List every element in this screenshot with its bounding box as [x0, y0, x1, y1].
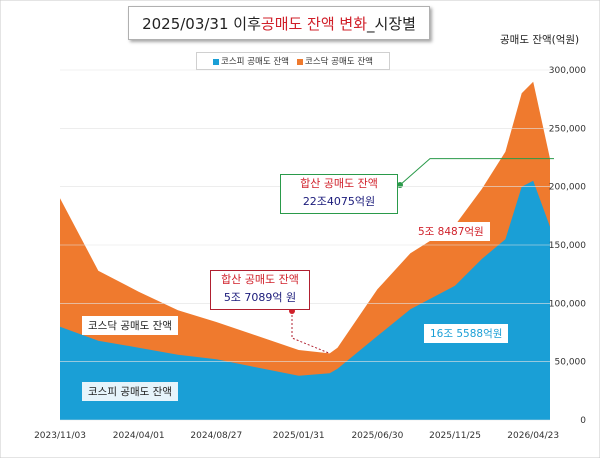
y-tick-label: 0 — [580, 416, 586, 426]
y-tick-label: 50,000 — [555, 358, 587, 368]
x-tick-label: 2025/06/30 — [351, 431, 403, 441]
kosdaq-area-label: 코스닥 공매도 잔액 — [82, 316, 178, 335]
leader-line-total-low — [291, 311, 330, 354]
callout-high-value: 22조4075억원 — [302, 195, 376, 208]
y-tick-label: 150,000 — [549, 241, 586, 251]
kospi-value-label: 16조 5588억원 — [424, 324, 509, 343]
callout-low-title: 합산 공매도 잔액 — [221, 273, 299, 286]
kosdaq-value-label: 5조 8487억원 — [412, 222, 490, 241]
y-tick-label: 100,000 — [549, 299, 586, 309]
chart-title: 2025/03/31 이후 공매도 잔액 변화 _시장별 — [128, 6, 430, 40]
callout-total-low: 합산 공매도 잔액 5조 7089억 원 — [210, 270, 310, 310]
y-tick-label: 300,000 — [549, 66, 586, 76]
reference-line-total-high — [399, 158, 554, 186]
x-tick-label: 2024/04/01 — [113, 431, 165, 441]
legend-swatch-kosdaq — [297, 58, 303, 65]
x-tick-label: 2025/01/31 — [273, 431, 325, 441]
x-tick-label: 2026/04/23 — [507, 431, 559, 441]
legend-swatch-kospi — [213, 58, 220, 65]
legend-label-kospi: 코스피 공매도 잔액 — [221, 57, 289, 67]
legend: 코스피 공매도 잔액 코스닥 공매도 잔액 — [196, 52, 390, 70]
series-area-kospi — [60, 180, 550, 420]
callout-total-high: 합산 공매도 잔액 22조4075억원 — [280, 174, 398, 214]
legend-label-kosdaq: 코스닥 공매도 잔액 — [305, 57, 373, 67]
legend-item-kosdaq: 코스닥 공매도 잔액 — [297, 55, 373, 67]
legend-item-kospi: 코스피 공매도 잔액 — [213, 55, 289, 67]
callout-high-title: 합산 공매도 잔액 — [300, 177, 378, 190]
title-highlight: 공매도 잔액 변화 — [260, 14, 368, 33]
x-tick-label: 2023/11/03 — [34, 431, 86, 441]
y-axis-unit-label: 공매도 잔액(억원) — [500, 34, 580, 46]
callout-low-value: 5조 7089억 원 — [223, 291, 297, 304]
title-prefix: 2025/03/31 이후 — [142, 14, 261, 33]
x-tick-label: 2025/11/25 — [429, 431, 481, 441]
x-tick-label: 2024/08/27 — [190, 431, 242, 441]
title-suffix: _시장별 — [367, 14, 416, 33]
kospi-area-label: 코스피 공매도 잔액 — [82, 382, 178, 401]
y-tick-label: 250,000 — [549, 124, 586, 134]
y-tick-label: 200,000 — [549, 183, 586, 193]
